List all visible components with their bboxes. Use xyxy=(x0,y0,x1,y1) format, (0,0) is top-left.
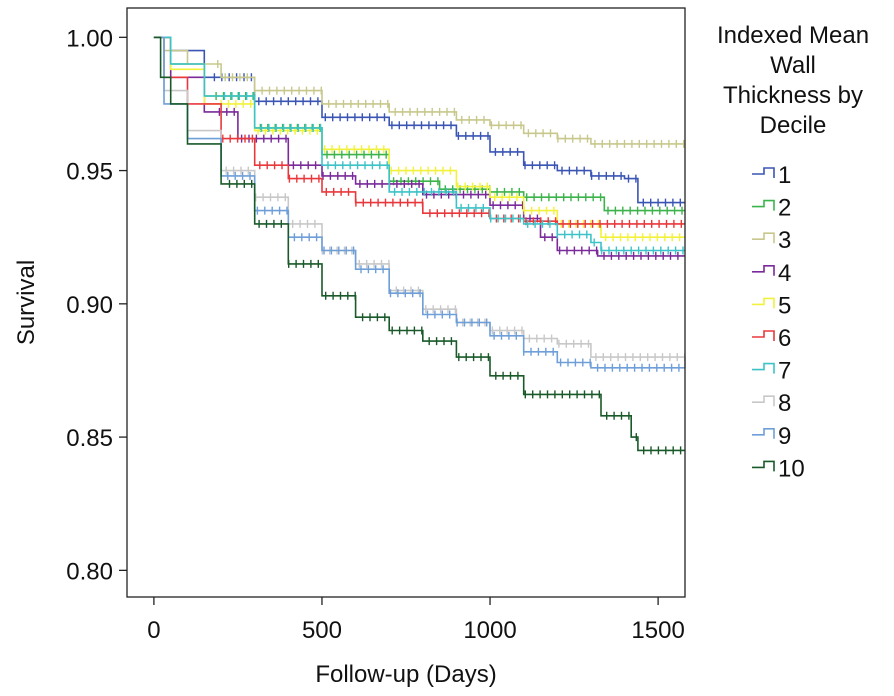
legend-title-line-4: Decile xyxy=(760,112,827,139)
series-line-9 xyxy=(153,36,685,369)
legend-label: 7 xyxy=(778,358,791,385)
y-tick-label: 0.80 xyxy=(66,558,113,585)
legend-swatch xyxy=(752,428,775,439)
censor-marks-9 xyxy=(227,171,680,372)
series-layer xyxy=(153,36,686,455)
legend-swatch xyxy=(752,362,775,374)
axes-layer: 0.80 0.85 0.90 0.95 1.00 0 500 1000 1500 xyxy=(66,25,685,644)
legend-label: 5 xyxy=(778,292,791,319)
legend-item-8: 8 xyxy=(752,390,791,417)
series-3 xyxy=(153,36,685,148)
legend-swatch xyxy=(752,265,775,276)
legend-item-5: 5 xyxy=(752,292,791,319)
x-tick-label: 0 xyxy=(147,617,160,644)
legend-title-line-1: Indexed Mean xyxy=(717,22,869,49)
legend-item-4: 4 xyxy=(752,260,791,287)
legend-swatch xyxy=(752,297,775,309)
legend-label: 9 xyxy=(778,423,791,450)
legend-item-1: 1 xyxy=(752,162,791,189)
x-tick-label: 500 xyxy=(302,617,342,644)
legend-swatch xyxy=(752,330,775,341)
legend-label: 8 xyxy=(778,390,791,417)
legend-title-line-3: Thickness by xyxy=(723,82,863,109)
legend-swatch xyxy=(752,395,775,407)
y-tick-label: 0.95 xyxy=(66,159,113,186)
legend-swatch xyxy=(752,167,775,178)
legend-swatch xyxy=(752,199,775,211)
legend-item-2: 2 xyxy=(752,195,791,222)
series-4 xyxy=(153,36,685,260)
series-6 xyxy=(153,36,685,228)
legend-label: 6 xyxy=(778,325,791,352)
censor-marks-7 xyxy=(223,92,684,255)
legend-items: 1 2 3 4 5 6 7 8 9 10 xyxy=(752,162,805,482)
y-tick-label: 1.00 xyxy=(66,25,113,52)
legend-label: 3 xyxy=(778,227,791,254)
series-9 xyxy=(153,36,685,372)
series-10 xyxy=(153,36,685,455)
x-axis-title: Follow-up (Days) xyxy=(315,661,496,688)
legend-label: 2 xyxy=(778,195,791,222)
x-tick-label: 1500 xyxy=(631,617,684,644)
series-line-6 xyxy=(153,36,685,225)
legend-item-9: 9 xyxy=(752,423,791,450)
series-line-3 xyxy=(153,36,685,145)
series-line-7 xyxy=(153,36,685,252)
y-tick-label: 0.90 xyxy=(66,292,113,319)
legend-label: 4 xyxy=(778,260,791,287)
series-line-1 xyxy=(153,36,685,204)
legend-swatch xyxy=(752,232,775,244)
series-7 xyxy=(153,36,685,255)
censor-marks-6 xyxy=(222,134,682,228)
censor-marks-5 xyxy=(220,99,681,242)
legend-swatch xyxy=(752,460,775,472)
censor-marks-10 xyxy=(228,179,682,455)
censor-marks-4 xyxy=(218,107,679,260)
x-tick-label: 1000 xyxy=(463,617,516,644)
series-line-5 xyxy=(153,36,685,238)
censor-marks-1 xyxy=(213,73,681,207)
legend-title-line-2: Wall xyxy=(770,52,816,79)
legend-label: 1 xyxy=(778,162,791,189)
censor-marks-3 xyxy=(217,60,685,148)
y-tick-label: 0.85 xyxy=(66,425,113,452)
legend-item-10: 10 xyxy=(752,455,805,482)
legend: Indexed Mean Wall Thickness by Decile 1 2… xyxy=(717,22,869,482)
legend-item-3: 3 xyxy=(752,227,791,254)
y-axis-title: Survival xyxy=(13,260,40,345)
legend-item-7: 7 xyxy=(752,358,791,385)
series-line-10 xyxy=(153,36,685,452)
legend-item-6: 6 xyxy=(752,325,791,352)
plot-frame xyxy=(126,7,686,598)
legend-label: 10 xyxy=(778,455,805,482)
series-1 xyxy=(153,36,685,207)
